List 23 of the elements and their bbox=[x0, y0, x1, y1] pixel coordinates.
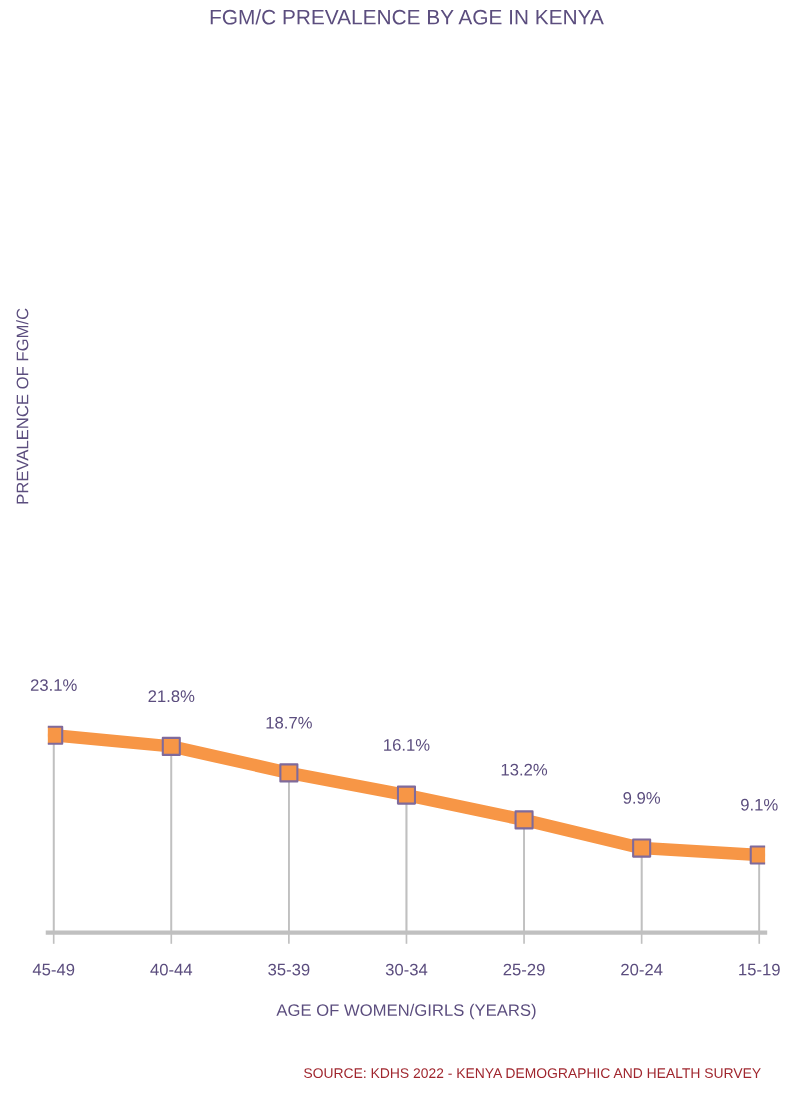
x-tick-label: 20-24 bbox=[621, 963, 663, 976]
x-tick-label: 30-34 bbox=[385, 963, 428, 976]
x-tick-label: 25-29 bbox=[503, 963, 545, 976]
point bbox=[514, 810, 534, 830]
point bbox=[632, 838, 652, 858]
x-tick-label: 15-19 bbox=[739, 963, 780, 976]
x-tick-label: 35-39 bbox=[268, 963, 310, 976]
x-tick-label: 40-44 bbox=[150, 963, 193, 976]
chart-title: FGM/C PREVALENCE BY AGE IN KENYA bbox=[210, 9, 604, 25]
text: PREVALENCE OF FGM/C bbox=[16, 308, 29, 504]
source-note: SOURCE: KDHS 2022 - KENYA DEMOGRAPHIC AND HEALTH SURVEY bbox=[304, 1068, 761, 1079]
point bbox=[279, 763, 299, 783]
data-label: 23.1% bbox=[30, 679, 77, 691]
data-label: 21.8% bbox=[148, 690, 195, 703]
point bbox=[396, 785, 417, 805]
point bbox=[161, 736, 181, 756]
data-label: 9.9% bbox=[623, 792, 661, 804]
x-tick-label: 45-49 bbox=[32, 963, 75, 976]
x-axis-title: AGE OF WOMEN/GIRLS (YEARS) bbox=[276, 1003, 536, 1020]
data-label: 13.2% bbox=[501, 763, 548, 776]
data-label: 16.1% bbox=[384, 739, 430, 751]
data-label: 9.1% bbox=[741, 798, 778, 811]
data-label: 18.7% bbox=[266, 716, 312, 729]
